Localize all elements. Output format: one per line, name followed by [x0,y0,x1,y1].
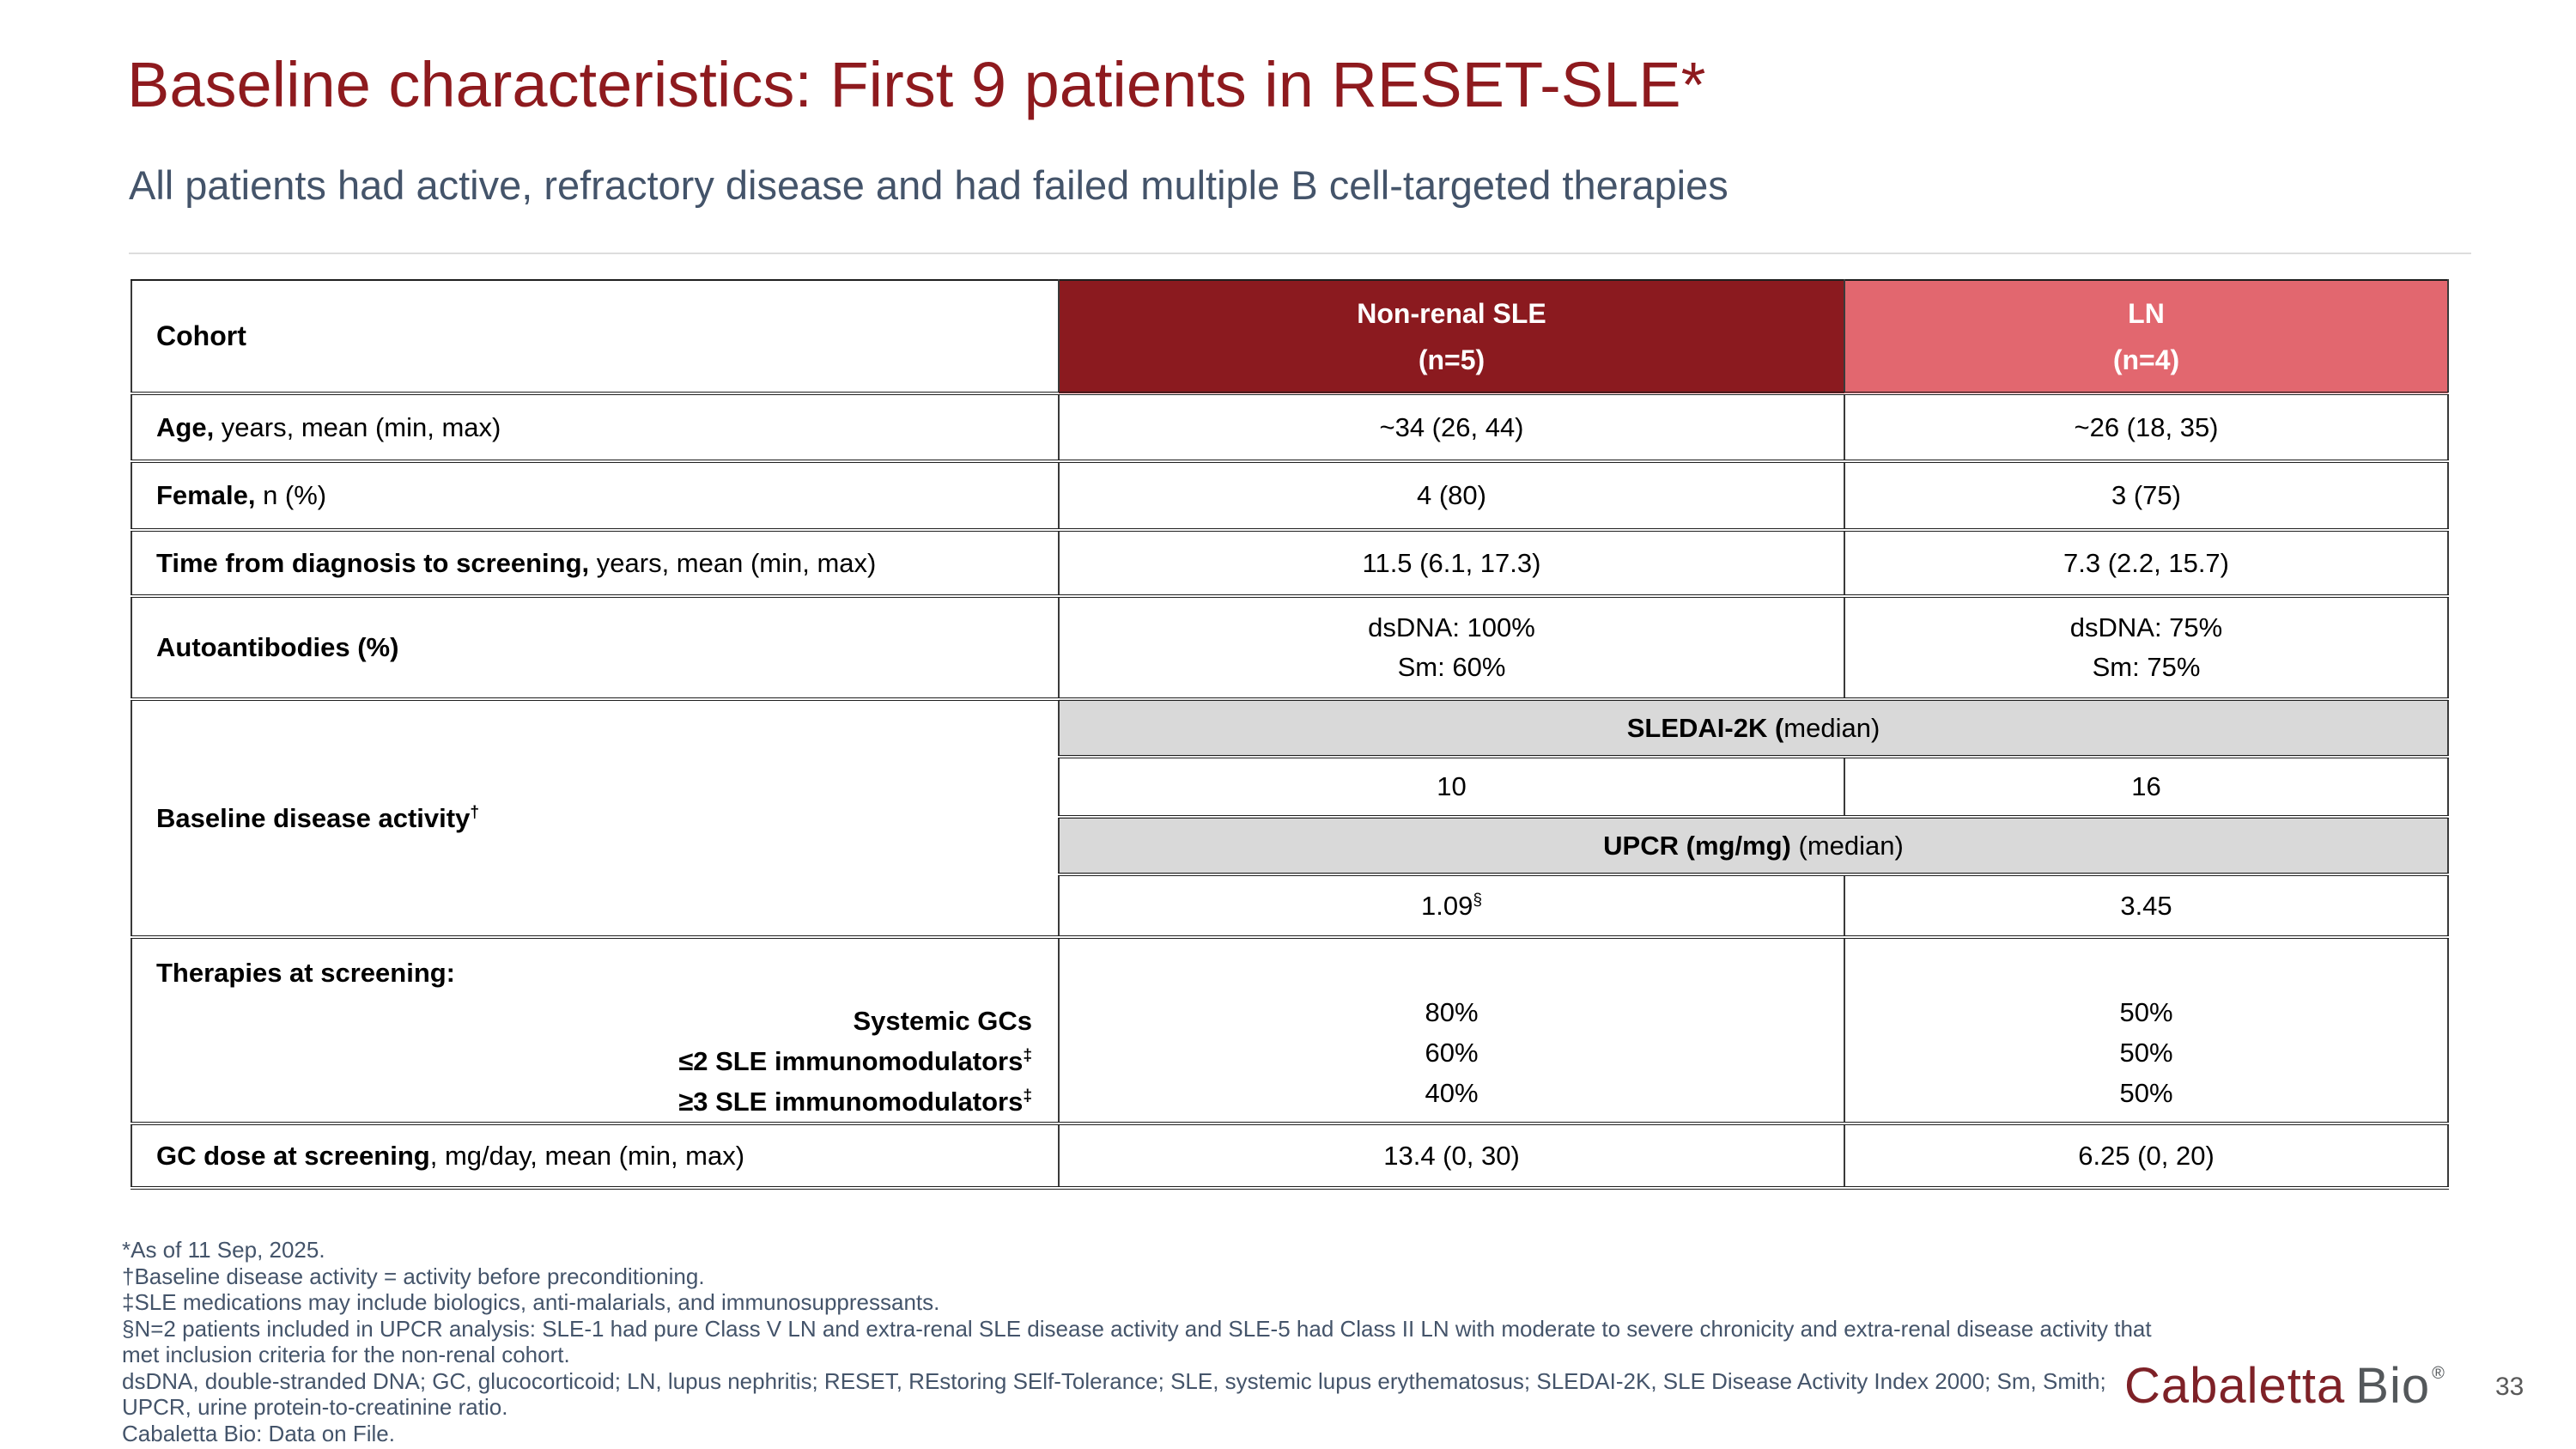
baseline-characteristics-table: Cohort Non-renal SLE (n=5) LN (n=4) Age,… [131,279,2449,1190]
sledai-ln-value: 16 [1844,755,2449,819]
cabaletta-bio-logo: Cabaletta Bio ® [2124,1357,2445,1415]
header-nonrenal-sle-name: Non-renal SLE [1357,297,1546,329]
row-label-female: Female, n (%) [131,460,1060,532]
row-label-gc-dose-rest: , mg/day, mean (min, max) [429,1140,745,1171]
therapies-sub-ge3-immunomodulators: ≥3 SLE immunomodulators‡ [132,1081,1058,1122]
sledai-banner-rest: median) [1783,712,1880,743]
header-nonrenal-sle-n: (n=5) [1418,344,1485,375]
therapies-ln-ge3: 50% [2119,1078,2173,1108]
therapies-sub-systemic-gcs: Systemic GCs [853,1006,1033,1036]
female-nonrenal-value: 4 (80) [1058,460,1845,532]
therapies-nonrenal-gcs: 80% [1425,997,1479,1027]
autoantibodies-ln-value: dsDNA: 75% Sm: 75% [1844,594,2449,701]
footnotes: *As of 11 Sep, 2025. †Baseline disease a… [122,1237,2152,1446]
age-ln-value: ~26 (18, 35) [1844,392,2449,463]
therapies-ln-gcs: 50% [2119,997,2173,1027]
therapies-nonrenal-le2: 60% [1425,1038,1479,1068]
therapies-nonrenal-values: 80% 60% 40% [1058,935,1845,1125]
footnote-as-of-date: *As of 11 Sep, 2025. [122,1237,325,1263]
logo-bio-text: Bio [2355,1358,2431,1414]
row-label-baseline-activity: Baseline disease activity† [131,697,1060,939]
header-ln-n: (n=4) [2112,344,2180,375]
upcr-nonrenal-value: 1.09§ [1058,873,1845,939]
autoantibodies-nonrenal-value: dsDNA: 100% Sm: 60% [1058,594,1845,701]
page-title: Baseline characteristics: First 9 patien… [127,49,1706,120]
footnote-abbreviations-line2: UPCR, urine protein-to-creatinine ratio. [122,1394,508,1420]
baseline-activity-dagger: † [470,803,480,822]
sledai-nonrenal-value: 10 [1058,755,1845,819]
registered-trademark-icon: ® [2432,1364,2445,1383]
header-ln: LN (n=4) [1844,279,2449,395]
footnote-baseline-activity: †Baseline disease activity = activity be… [122,1263,705,1289]
gc-dose-nonrenal-value: 13.4 (0, 30) [1058,1122,1845,1190]
row-label-age-bold: Age, [156,411,215,442]
table-row-autoantibodies: Autoantibodies (%) dsDNA: 100% Sm: 60% d… [131,594,2449,701]
therapies-nonrenal-ge3: 40% [1425,1078,1479,1108]
row-label-gc-dose-bold: GC dose at screening [156,1140,430,1171]
footnote-sle-medications: ‡SLE medications may include biologics, … [122,1289,940,1315]
row-label-female-bold: Female, [156,480,256,510]
therapies-sub3-text: ≥3 SLE immunomodulators [678,1087,1024,1117]
row-label-therapies: Therapies at screening: Systemic GCs ≤2 … [131,935,1060,1125]
row-label-time-bold: Time from diagnosis to screening, [156,547,590,578]
autoantibodies-ln-sm: Sm: 75% [2092,652,2201,682]
autoantibodies-ln-dsdna: dsDNA: 75% [2069,612,2223,642]
logo-cabaletta-text: Cabaletta [2124,1358,2346,1414]
row-label-age: Age, years, mean (min, max) [131,392,1060,463]
time-ln-value: 7.3 (2.2, 15.7) [1844,528,2449,598]
table-row-upcr-banner: UPCR (mg/mg) (median) [131,815,2449,876]
time-nonrenal-value: 11.5 (6.1, 17.3) [1058,528,1845,598]
table-row-sledai-banner: Baseline disease activity† SLEDAI-2K (me… [131,697,2449,939]
therapies-sub2-mark: ‡ [1023,1046,1032,1065]
therapies-heading: Therapies at screening: [156,958,456,988]
row-label-female-rest: n (%) [255,480,327,510]
table-row-age: Age, years, mean (min, max) ~34 (26, 44)… [131,392,2449,463]
footnote-data-on-file: Cabaletta Bio: Data on File. [122,1420,395,1446]
row-label-gc-dose: GC dose at screening, mg/day, mean (min,… [131,1122,1060,1190]
therapies-ln-values: 50% 50% 50% [1844,935,2449,1125]
header-nonrenal-sle: Non-renal SLE (n=5) [1058,279,1845,395]
footnote-abbreviations-line1: dsDNA, double-stranded DNA; GC, glucocor… [122,1367,2106,1394]
table-row-time-from-diagnosis: Time from diagnosis to screening, years,… [131,528,2449,598]
upcr-nonrenal-number: 1.09 [1420,890,1473,921]
gc-dose-ln-value: 6.25 (0, 20) [1844,1122,2449,1190]
therapies-sub-le2-immunomodulators: ≤2 SLE immunomodulators‡ [132,1041,1058,1081]
age-nonrenal-value: ~34 (26, 44) [1058,392,1845,463]
table-row-therapies: Therapies at screening: Systemic GCs ≤2 … [131,935,2449,1125]
therapies-sub2-text: ≤2 SLE immunomodulators [678,1046,1024,1076]
header-cohort: Cohort [131,279,1060,395]
therapies-sub3-mark: ‡ [1023,1087,1032,1105]
upcr-banner-bold: UPCR (mg/mg) [1603,830,1791,861]
divider-rule [129,253,2471,254]
row-label-baseline-activity-bold: Baseline disease activity [156,802,471,833]
row-label-autoantibodies-bold: Autoantibodies (%) [156,632,399,662]
row-label-time-rest: years, mean (min, max) [589,547,877,578]
table-header-row: Cohort Non-renal SLE (n=5) LN (n=4) [131,279,2449,395]
page-subtitle: All patients had active, refractory dise… [129,162,1728,208]
row-label-age-rest: years, mean (min, max) [214,411,501,442]
page-number: 33 [2495,1373,2524,1401]
table-row-gc-dose: GC dose at screening, mg/day, mean (min,… [131,1122,2449,1190]
therapies-ln-le2: 50% [2119,1038,2173,1068]
header-ln-name: LN [2128,297,2165,329]
footnote-upcr-analysis-line1: §N=2 patients included in UPCR analysis:… [122,1315,2152,1342]
upcr-banner-rest: (median) [1790,830,1904,861]
upcr-ln-value: 3.45 [1844,873,2449,939]
table-row-female: Female, n (%) 4 (80) 3 (75) [131,460,2449,532]
row-label-autoantibodies: Autoantibodies (%) [131,594,1060,701]
autoantibodies-nonrenal-dsdna: dsDNA: 100% [1368,612,1535,642]
sledai-banner: SLEDAI-2K (median) [1058,697,2449,758]
sledai-banner-bold: SLEDAI-2K ( [1626,712,1784,743]
upcr-banner: UPCR (mg/mg) (median) [1058,815,2449,876]
autoantibodies-nonrenal-sm: Sm: 60% [1397,652,1506,682]
female-ln-value: 3 (75) [1844,460,2449,532]
table-row-sledai-values: 10 16 [131,755,2449,819]
footnote-upcr-analysis-line2: met inclusion criteria for the non-renal… [122,1342,570,1367]
table-row-upcr-values: 1.09§ 3.45 [131,873,2449,939]
upcr-nonrenal-section-mark: § [1473,891,1483,910]
row-label-time: Time from diagnosis to screening, years,… [131,528,1060,598]
